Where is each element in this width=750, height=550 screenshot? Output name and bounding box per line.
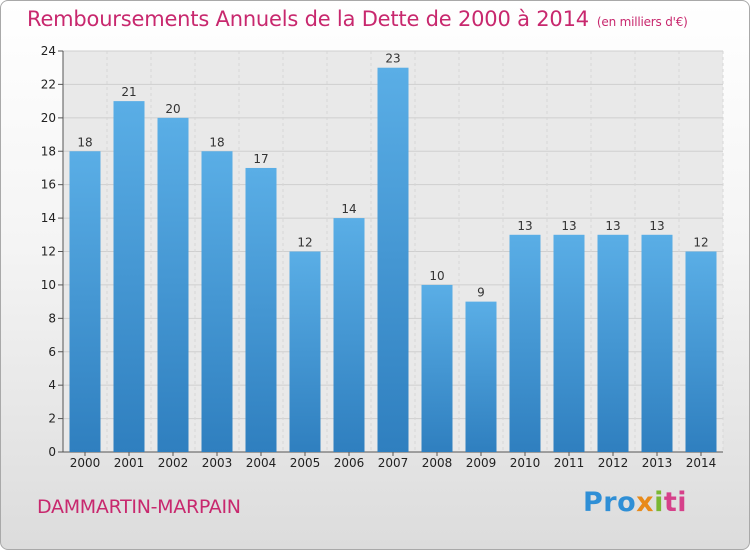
bar-2001 bbox=[113, 101, 145, 452]
chart-title-text: Remboursements Annuels de la Dette de 20… bbox=[27, 7, 589, 31]
x-tick-label-2008: 2008 bbox=[422, 456, 453, 470]
data-label-2014: 12 bbox=[693, 236, 708, 250]
data-label-2003: 18 bbox=[209, 135, 224, 149]
x-tick-label-2001: 2001 bbox=[114, 456, 145, 470]
bar-2014 bbox=[685, 251, 717, 452]
bar-2012 bbox=[597, 234, 629, 452]
y-tick-label: 22 bbox=[41, 77, 56, 91]
y-tick-label: 18 bbox=[41, 144, 56, 158]
data-label-2000: 18 bbox=[77, 135, 92, 149]
x-tick-label-2007: 2007 bbox=[378, 456, 409, 470]
commune-name: DAMMARTIN-MARPAIN bbox=[37, 496, 241, 518]
data-label-2005: 12 bbox=[297, 236, 312, 250]
data-label-2013: 13 bbox=[649, 219, 664, 233]
x-tick-label-2005: 2005 bbox=[290, 456, 321, 470]
bar-2009 bbox=[465, 301, 497, 452]
data-label-2008: 10 bbox=[429, 269, 444, 283]
chart-unit: (en milliers d'€) bbox=[596, 15, 688, 29]
x-tick-label-2014: 2014 bbox=[686, 456, 717, 470]
y-tick-label: 16 bbox=[41, 178, 56, 192]
bar-2011 bbox=[553, 234, 585, 452]
y-tick-label: 0 bbox=[48, 445, 56, 459]
logo-part-2: x bbox=[636, 487, 655, 518]
data-label-2011: 13 bbox=[561, 219, 576, 233]
x-tick-label-2009: 2009 bbox=[466, 456, 497, 470]
x-tick-label-2012: 2012 bbox=[598, 456, 629, 470]
bar-2005 bbox=[289, 251, 321, 452]
logo-part-1: Pro bbox=[583, 487, 637, 518]
bar-2003 bbox=[201, 151, 233, 452]
labels: 0246810121416182022241820002120012020021… bbox=[41, 44, 717, 470]
y-tick-label: 2 bbox=[48, 412, 56, 426]
y-tick-label: 14 bbox=[41, 211, 56, 225]
data-label-2006: 14 bbox=[341, 202, 356, 216]
data-label-2007: 23 bbox=[385, 52, 400, 66]
x-tick-label-2004: 2004 bbox=[246, 456, 277, 470]
logo-part-4: ti bbox=[663, 487, 688, 518]
y-tick-label: 12 bbox=[41, 245, 56, 259]
x-tick-label-2010: 2010 bbox=[510, 456, 541, 470]
x-tick-label-2006: 2006 bbox=[334, 456, 365, 470]
bar-2006 bbox=[333, 218, 365, 452]
bar-2002 bbox=[157, 117, 189, 452]
bar-2008 bbox=[421, 284, 453, 452]
x-tick-label-2000: 2000 bbox=[70, 456, 101, 470]
data-label-2004: 17 bbox=[253, 152, 268, 166]
data-label-2002: 20 bbox=[165, 102, 180, 116]
bar-2013 bbox=[641, 234, 673, 452]
y-tick-label: 24 bbox=[41, 44, 56, 58]
chart-title: Remboursements Annuels de la Dette de 20… bbox=[27, 7, 688, 31]
bar-2000 bbox=[69, 151, 101, 452]
x-tick-label-2002: 2002 bbox=[158, 456, 189, 470]
data-label-2009: 9 bbox=[477, 286, 485, 300]
bar-2010 bbox=[509, 234, 541, 452]
logo-part-3: i bbox=[654, 487, 664, 518]
bars bbox=[69, 67, 717, 453]
x-tick-label-2011: 2011 bbox=[554, 456, 585, 470]
y-tick-label: 10 bbox=[41, 278, 56, 292]
x-tick-label-2013: 2013 bbox=[642, 456, 673, 470]
proxiti-logo: Proxiti bbox=[583, 487, 687, 518]
y-tick-label: 4 bbox=[48, 378, 56, 392]
data-label-2001: 21 bbox=[121, 85, 136, 99]
bar-2007 bbox=[377, 67, 409, 452]
y-tick-label: 8 bbox=[48, 311, 56, 325]
x-tick-label-2003: 2003 bbox=[202, 456, 233, 470]
y-tick-label: 20 bbox=[41, 111, 56, 125]
data-label-2012: 13 bbox=[605, 219, 620, 233]
bar-2004 bbox=[245, 167, 277, 453]
data-label-2010: 13 bbox=[517, 219, 532, 233]
y-tick-label: 6 bbox=[48, 345, 56, 359]
